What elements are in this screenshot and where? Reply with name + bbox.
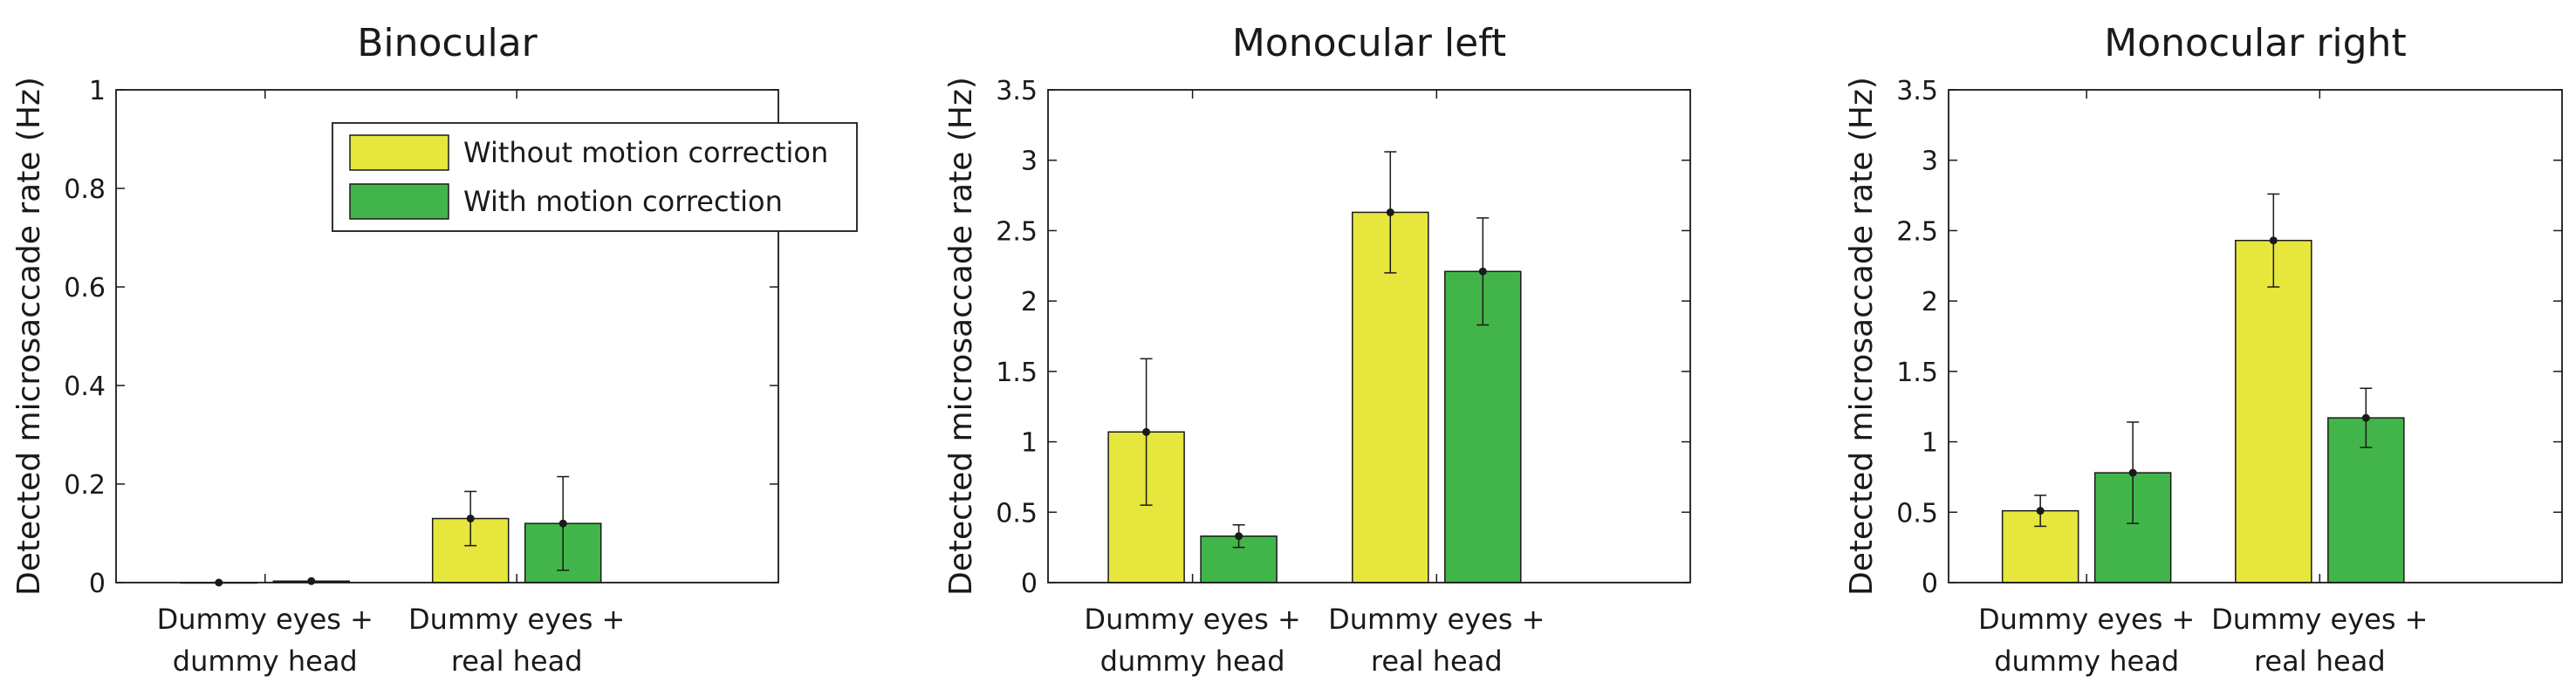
x-tick-label: dummy head [1994, 645, 2179, 678]
y-tick-label: 3 [1922, 147, 1938, 177]
y-tick-label: 0.5 [1896, 498, 1938, 529]
y-tick-label: 2.5 [1896, 216, 1938, 247]
legend-swatch [349, 183, 449, 220]
plot-frame [1047, 89, 1691, 583]
y-tick-label: 0.8 [64, 174, 106, 205]
bar [1352, 211, 1429, 583]
mean-marker [1478, 267, 1487, 276]
y-axis-label: Detected microsaccade rate (Hz) [1844, 77, 1880, 596]
x-tick-label: dummy head [173, 645, 358, 678]
y-tick-label: 1 [1021, 428, 1038, 459]
y-tick-label: 1.5 [996, 358, 1038, 388]
y-tick-label: 1.5 [1896, 358, 1938, 388]
mean-marker [2269, 236, 2278, 245]
legend-swatch [349, 134, 449, 171]
y-tick-label: 2 [1021, 287, 1038, 317]
y-tick-label: 2 [1922, 287, 1938, 317]
mean-marker [307, 576, 316, 585]
y-tick-label: 1 [89, 76, 106, 106]
chart-panel-2: Monocular left Detected microsaccade rate… [943, 21, 1691, 678]
mean-marker [558, 519, 567, 528]
legend-label: Without motion correction [463, 136, 828, 169]
x-tick-label: real head [2254, 645, 2386, 678]
x-tick-label: Dummy eyes + [1978, 603, 2195, 636]
mean-marker [2361, 413, 2370, 422]
mean-marker [2036, 507, 2045, 515]
legend-label: With motion correction [463, 185, 783, 218]
mean-marker [2128, 468, 2137, 477]
y-tick-label: 0.4 [64, 372, 106, 402]
x-tick-label: Dummy eyes + [1328, 603, 1545, 636]
y-tick-label: 3.5 [1896, 76, 1938, 106]
x-tick-label: Dummy eyes + [1084, 603, 1300, 636]
x-tick-label: dummy head [1100, 645, 1285, 678]
y-tick-label: 0.2 [64, 470, 106, 501]
mean-marker [1142, 427, 1151, 436]
chart-title: Monocular right [2104, 21, 2406, 65]
y-axis-label: Detected microsaccade rate (Hz) [11, 77, 47, 596]
y-tick-label: 2.5 [996, 216, 1038, 247]
plot-frame [115, 89, 779, 583]
mean-marker [1386, 208, 1394, 216]
mean-marker [466, 515, 475, 523]
mean-marker [1235, 532, 1243, 541]
chart-title: Monocular left [1232, 21, 1506, 65]
y-tick-label: 0.6 [64, 273, 106, 304]
chart-title: Binocular [357, 21, 538, 65]
y-axis-label: Detected microsaccade rate (Hz) [943, 77, 979, 596]
plot-frame [1948, 89, 2563, 583]
y-tick-label: 0.5 [996, 498, 1038, 529]
y-tick-label: 1 [1922, 428, 1938, 459]
x-tick-label: real head [1371, 645, 1503, 678]
y-tick-label: 0 [1021, 569, 1038, 599]
y-tick-label: 0 [1922, 569, 1938, 599]
y-tick-label: 3.5 [996, 76, 1038, 106]
chart-panel-1: Binocular Detected microsaccade rate (Hz)… [11, 21, 858, 678]
x-tick-label: Dummy eyes + [157, 603, 373, 636]
y-tick-label: 0 [89, 569, 106, 599]
chart-panel-3: Monocular right Detected microsaccade rat… [1844, 21, 2563, 678]
x-tick-label: Dummy eyes + [2211, 603, 2428, 636]
x-tick-label: real head [451, 645, 583, 678]
y-tick-label: 3 [1021, 147, 1038, 177]
x-tick-label: Dummy eyes + [408, 603, 625, 636]
bar [2235, 239, 2312, 583]
